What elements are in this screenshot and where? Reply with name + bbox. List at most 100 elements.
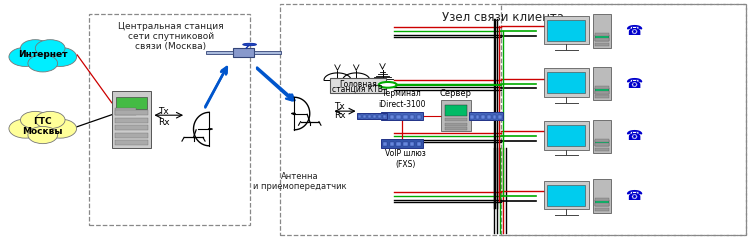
Bar [488, 115, 490, 119]
Bar [501, 4, 746, 235]
Ellipse shape [20, 42, 65, 68]
Bar [445, 127, 467, 130]
Bar [593, 179, 611, 213]
Text: Центральная станция
сети спутниковой
связи (Москва): Центральная станция сети спутниковой свя… [118, 22, 224, 51]
Bar [115, 125, 148, 130]
Text: Rx: Rx [334, 111, 345, 120]
Bar [596, 143, 609, 146]
Bar [116, 97, 147, 109]
Bar [544, 181, 589, 209]
Ellipse shape [20, 111, 50, 129]
Text: ☎: ☎ [626, 24, 643, 38]
Bar [596, 43, 609, 46]
Bar [470, 115, 473, 119]
Bar [544, 16, 589, 44]
Bar [441, 100, 471, 131]
Bar [254, 51, 281, 54]
Bar [596, 200, 609, 206]
Bar [397, 115, 400, 119]
Bar [115, 108, 136, 115]
Bar [389, 115, 394, 119]
Bar [389, 142, 394, 146]
Bar [404, 142, 407, 146]
Bar [548, 20, 585, 41]
Text: Tx: Tx [158, 107, 169, 116]
Bar [445, 105, 467, 116]
Bar [596, 38, 609, 41]
Text: Tx: Tx [334, 102, 344, 111]
Bar [397, 142, 400, 146]
Bar [417, 142, 422, 146]
Bar [548, 72, 585, 93]
Text: ☎: ☎ [626, 77, 643, 91]
Bar [373, 115, 376, 118]
Text: Rx: Rx [158, 118, 170, 127]
Bar [233, 48, 254, 57]
Bar [596, 140, 609, 146]
Bar [410, 115, 415, 119]
Bar [596, 203, 609, 206]
Ellipse shape [44, 119, 76, 138]
Bar [115, 140, 148, 145]
Bar [382, 142, 387, 146]
Bar [383, 115, 386, 118]
Bar [410, 142, 415, 146]
Bar [330, 78, 386, 93]
Ellipse shape [20, 114, 65, 140]
Bar [445, 123, 467, 125]
Bar [280, 4, 746, 235]
Text: Узел связи клиента: Узел связи клиента [442, 11, 565, 24]
Text: ☎: ☎ [626, 189, 643, 203]
Bar [596, 139, 609, 141]
Bar [382, 139, 423, 147]
Text: VoIP шлюз
(FXS): VoIP шлюз (FXS) [386, 149, 426, 169]
Bar [596, 86, 609, 89]
Circle shape [209, 128, 212, 130]
Bar [596, 88, 609, 94]
Ellipse shape [28, 55, 58, 72]
Bar [357, 113, 387, 119]
Bar [382, 112, 423, 120]
Bar [363, 115, 366, 118]
Ellipse shape [243, 43, 256, 46]
Bar [417, 115, 422, 119]
Bar [596, 198, 609, 201]
Bar [382, 115, 387, 119]
Ellipse shape [35, 111, 65, 129]
Bar [548, 185, 585, 206]
Bar [596, 33, 609, 36]
Bar [544, 121, 589, 150]
Bar [493, 115, 496, 119]
Ellipse shape [35, 40, 65, 57]
Bar [596, 95, 609, 98]
Bar [470, 112, 503, 120]
Bar [482, 115, 484, 119]
Ellipse shape [20, 40, 50, 57]
Text: Антенна
и приемопередатчик: Антенна и приемопередатчик [254, 172, 346, 191]
Bar [593, 67, 611, 100]
Text: ГТС
Москвы: ГТС Москвы [22, 117, 63, 136]
Bar [112, 91, 151, 148]
Text: ☎: ☎ [626, 129, 643, 143]
Bar [548, 125, 585, 146]
Bar [596, 91, 609, 94]
Bar [476, 115, 479, 119]
Ellipse shape [9, 119, 42, 138]
Bar [499, 115, 502, 119]
Ellipse shape [28, 126, 58, 144]
Text: Терминал
iDirect-3100: Терминал iDirect-3100 [378, 89, 426, 109]
Bar [596, 35, 609, 41]
Ellipse shape [9, 47, 42, 66]
Bar [596, 148, 609, 151]
Circle shape [292, 113, 296, 114]
Ellipse shape [44, 47, 76, 66]
Bar [358, 115, 361, 118]
Circle shape [379, 82, 397, 88]
Bar [115, 110, 148, 115]
Bar [115, 133, 148, 138]
Bar [88, 14, 250, 225]
Bar [596, 208, 609, 211]
Bar [593, 14, 611, 48]
Bar [445, 118, 467, 121]
Text: Интернет: Интернет [18, 50, 68, 60]
